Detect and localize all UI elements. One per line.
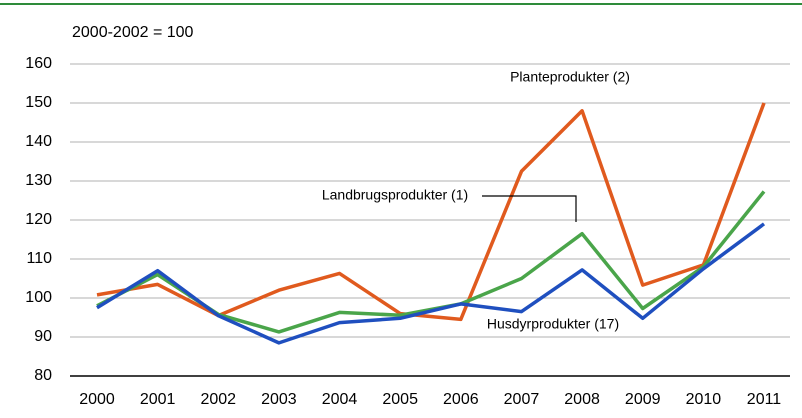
chart-subtitle: 2000-2002 = 100 <box>72 24 194 41</box>
x-tick-label: 2009 <box>625 391 661 408</box>
y-tick-label: 160 <box>25 55 52 72</box>
y-tick-label: 110 <box>26 250 52 267</box>
x-tick-label: 2000 <box>79 391 115 408</box>
y-tick-label: 100 <box>25 289 52 306</box>
x-tick-label: 2007 <box>504 391 540 408</box>
x-tick-label: 2011 <box>747 391 782 408</box>
x-tick-label: 2008 <box>564 391 600 408</box>
x-tick-label: 2002 <box>200 391 236 408</box>
x-tick-label: 2004 <box>322 391 358 408</box>
series-line <box>96 102 766 322</box>
x-tick-label: 2005 <box>382 391 418 408</box>
x-tick-label: 2010 <box>686 391 722 408</box>
series-line <box>96 222 766 345</box>
leader-line <box>482 195 577 222</box>
y-tick-label: 150 <box>25 94 52 111</box>
x-tick-label: 2001 <box>140 391 176 408</box>
x-tick-label: 2003 <box>261 391 297 408</box>
series-annotation: Landbrugsprodukter (1) <box>322 187 468 203</box>
y-tick-label: 140 <box>25 133 52 150</box>
y-tick-label: 130 <box>25 172 52 189</box>
y-tick-label: 90 <box>34 328 52 345</box>
series-annotation: Husdyrprodukter (17) <box>487 316 619 332</box>
series-annotation: Planteprodukter (2) <box>510 69 630 85</box>
y-tick-label: 120 <box>25 211 52 228</box>
y-tick-label: 80 <box>34 367 52 384</box>
x-tick-label: 2006 <box>443 391 479 408</box>
